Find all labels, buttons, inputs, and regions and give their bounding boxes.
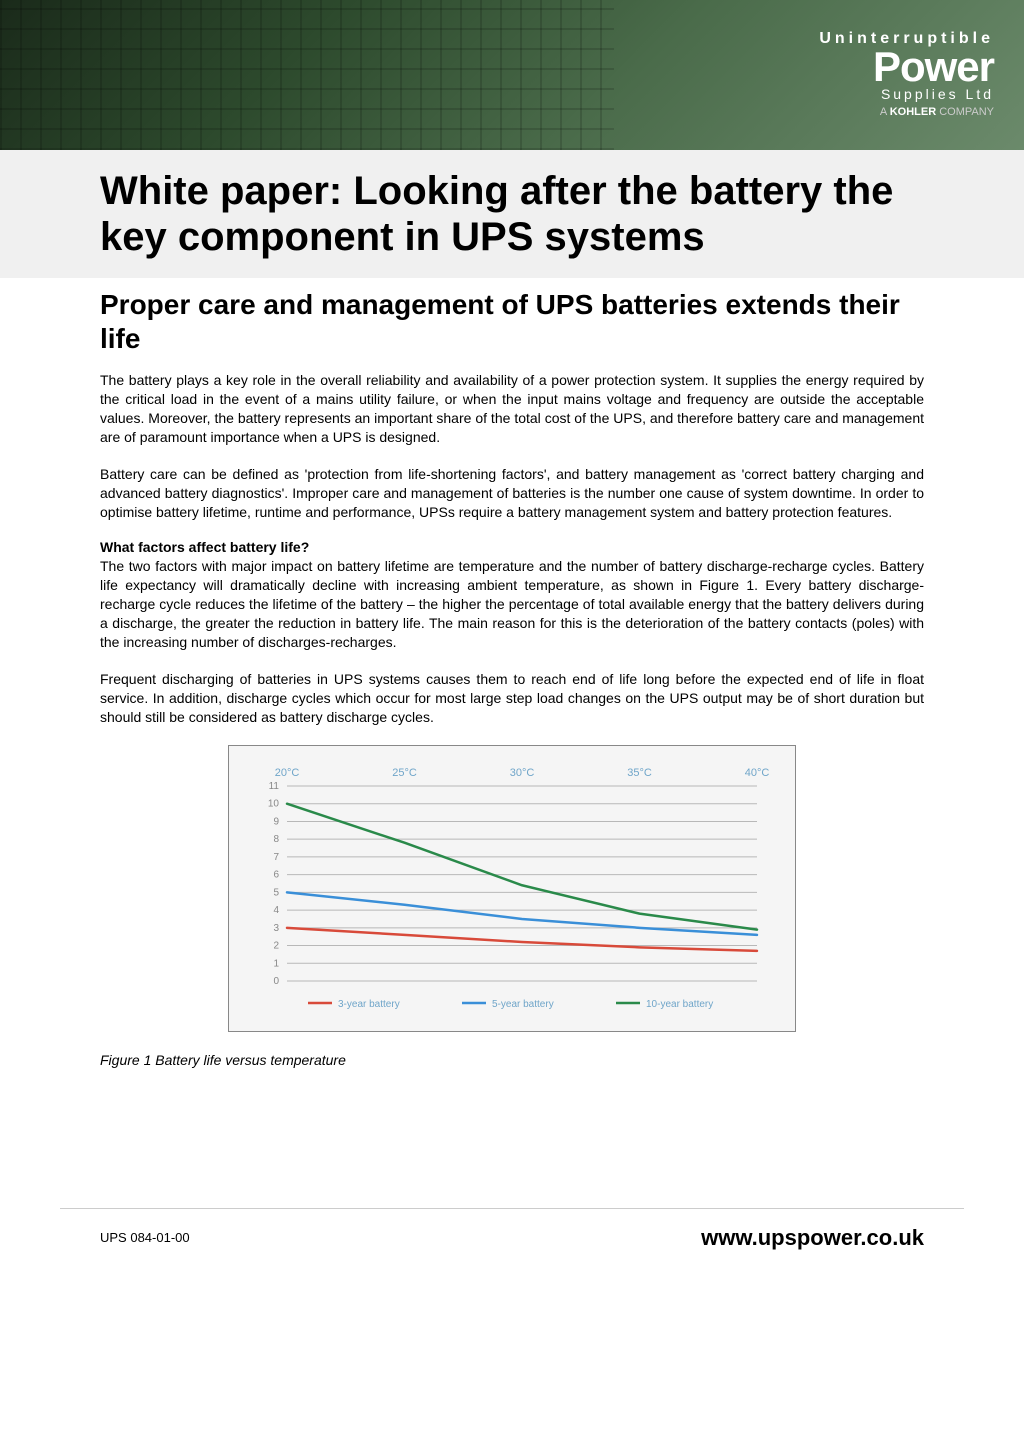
figure-caption: Figure 1 Battery life versus temperature — [100, 1052, 924, 1068]
tagline-prefix: A — [880, 106, 890, 118]
chart-x-label: 20°C — [275, 767, 300, 779]
chart-y-label: 2 — [273, 940, 279, 951]
header-banner: Uninterruptible Power Supplies Ltd A KOH… — [0, 0, 1024, 150]
chart-y-label: 6 — [273, 869, 279, 880]
chart-y-label: 7 — [273, 851, 279, 862]
battery-life-chart: 20°C 25°C 30°C 35°C 40°C 0 1 2 3 4 5 6 7 8 9 10 11 3-year… — [247, 758, 777, 1018]
paragraph-1: The battery plays a key role in the over… — [100, 371, 924, 447]
page-title: White paper: Looking after the battery t… — [100, 168, 944, 260]
chart-y-label: 0 — [273, 976, 279, 987]
page-footer: UPS 084-01-00 www.upspower.co.uk — [60, 1208, 964, 1275]
legend-label: 10-year battery — [646, 999, 713, 1010]
chart-x-label: 40°C — [745, 767, 770, 779]
chart-x-label: 30°C — [510, 767, 535, 779]
chart-y-label: 4 — [273, 905, 279, 916]
footer-doc-id: UPS 084-01-00 — [100, 1230, 190, 1245]
chart-y-label: 11 — [269, 781, 280, 792]
chart-box: 20°C 25°C 30°C 35°C 40°C 0 1 2 3 4 5 6 7 8 9 10 11 3-year… — [228, 745, 796, 1032]
subtitle: Proper care and management of UPS batter… — [100, 288, 924, 355]
paragraph-4: Frequent discharging of batteries in UPS… — [100, 670, 924, 727]
circuit-texture — [0, 0, 614, 150]
chart-series-line — [287, 892, 757, 935]
tagline-suffix: COMPANY — [936, 106, 994, 118]
logo-line2: Power — [819, 48, 994, 86]
section-heading: What factors affect battery life? — [100, 539, 924, 555]
legend-label: 3-year battery — [338, 999, 400, 1010]
chart-container: 20°C 25°C 30°C 35°C 40°C 0 1 2 3 4 5 6 7 8 9 10 11 3-year… — [100, 745, 924, 1032]
paragraph-2: Battery care can be defined as 'protecti… — [100, 465, 924, 522]
legend-label: 5-year battery — [492, 999, 554, 1010]
chart-y-label: 10 — [268, 798, 280, 809]
chart-series-line — [287, 803, 757, 929]
company-logo: Uninterruptible Power Supplies Ltd A KOH… — [819, 30, 994, 118]
title-block: White paper: Looking after the battery t… — [0, 150, 1024, 278]
chart-y-label: 3 — [273, 922, 279, 933]
tagline-brand: KOHLER — [890, 106, 936, 118]
chart-y-label: 9 — [273, 816, 279, 827]
footer-url: www.upspower.co.uk — [701, 1225, 924, 1251]
chart-y-label: 1 — [273, 958, 279, 969]
content-area: Proper care and management of UPS batter… — [0, 278, 1024, 1088]
logo-tagline: A KOHLER COMPANY — [819, 106, 994, 118]
logo-line3: Supplies Ltd — [819, 86, 994, 102]
paragraph-3: The two factors with major impact on bat… — [100, 557, 924, 651]
chart-x-label: 35°C — [627, 767, 652, 779]
chart-y-label: 8 — [273, 834, 279, 845]
chart-y-label: 5 — [273, 887, 279, 898]
chart-x-label: 25°C — [392, 767, 417, 779]
